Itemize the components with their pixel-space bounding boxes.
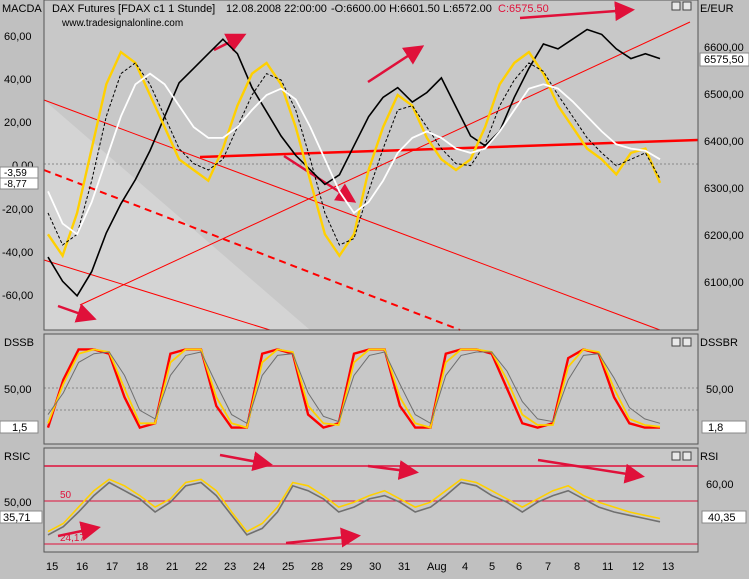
x-tick-label: 31 [398, 561, 410, 573]
trendline-down [43, 99, 661, 331]
series-line-3-0 [47, 478, 661, 533]
main-left-tick: 20,00 [4, 117, 32, 129]
arrow-annotation [213, 33, 247, 52]
x-tick-label: 28 [311, 561, 323, 573]
series-line-1-1 [47, 62, 661, 246]
x-tick-label: 4 [462, 561, 468, 573]
x-tick-label: 13 [662, 561, 674, 573]
main-left-badge: -8,77 [4, 179, 27, 190]
main-right-label: E/EUR [700, 3, 734, 15]
main-left-tick: 60,00 [4, 31, 32, 43]
x-tick-label: 21 [166, 561, 178, 573]
main-right-tick: 6400,00 [704, 136, 744, 148]
main-right-badge: 6575,50 [704, 54, 744, 66]
rsi-right-tick: 60,00 [706, 479, 734, 491]
x-tick-label: 25 [282, 561, 294, 573]
dss-frame [43, 333, 699, 445]
dss-left-tick: 50,00 [4, 384, 32, 396]
trendline-up [79, 21, 691, 306]
x-tick-label: 22 [195, 561, 207, 573]
main-right-tick: 6600,00 [704, 42, 744, 54]
main-left-tick: -60,00 [2, 290, 33, 302]
main-left-axis: 60,00 40,00 20,00 0,00 -20,00 -40,00 -60… [2, 31, 33, 302]
x-tick-label: 30 [369, 561, 381, 573]
dss-panel-buttons[interactable] [671, 337, 692, 347]
x-tick-label: 5 [489, 561, 495, 573]
rsi-panel-buttons[interactable] [671, 451, 692, 461]
series-layer [46, 28, 662, 536]
header-website: www.tradesignalonline.com [61, 18, 183, 29]
main-left-tick: -20,00 [2, 204, 33, 216]
x-tick-label: 6 [516, 561, 522, 573]
main-left-label: MACDA [2, 3, 42, 15]
series-line-2-2 [47, 351, 661, 425]
main-panel-buttons[interactable] [671, 1, 692, 11]
arrow-annotation [519, 1, 635, 22]
dss-left-label: DSSB [4, 337, 34, 349]
main-left-tick: -40,00 [2, 247, 33, 259]
header-instrument: DAX Futures [FDAX c1 1 Stunde] [52, 3, 215, 15]
series-line-0-0 [47, 28, 661, 298]
header-close: C:6575.50 [498, 3, 549, 15]
arrow-annotation [57, 521, 101, 541]
x-axis: 15 16 17 18 21 22 23 24 25 28 29 30 31 A… [46, 561, 674, 573]
main-right-tick: 6200,00 [704, 230, 744, 242]
main-left-badge: -3,59 [4, 168, 27, 179]
arrow-annotation [367, 460, 419, 480]
main-right-tick: 6500,00 [704, 89, 744, 101]
dss-left-badge: 1,5 [12, 422, 27, 434]
x-tick-label: 18 [136, 561, 148, 573]
main-right-tick: 6300,00 [704, 183, 744, 195]
series-line-3-1 [47, 481, 661, 536]
arrow-annotation [537, 458, 645, 484]
dss-right-badge: 1,8 [708, 422, 723, 434]
x-tick-label: 29 [340, 561, 352, 573]
main-left-badges: -3,59 -8,77 [0, 166, 39, 190]
rsi-frame [43, 447, 699, 553]
arrow-annotation [367, 45, 425, 84]
rsi-left-tick: 50,00 [4, 497, 32, 509]
series-line-2-0 [46, 348, 660, 430]
main-right-axis: 6600,00 6500,00 6400,00 6300,00 6200,00 … [699, 42, 749, 289]
x-tick-label: 11 [602, 561, 613, 573]
channel-fill [44, 100, 310, 330]
header-timestamp: 12.08.2008 22:00:00 [226, 3, 327, 15]
x-tick-label: 23 [224, 561, 236, 573]
dss-right-label: DSSBR [700, 337, 738, 349]
x-tick-label: 7 [545, 561, 551, 573]
rsi-right-badge: 40,35 [708, 512, 736, 524]
x-tick-label: 16 [76, 561, 88, 573]
rsi-left-label: RSIC [4, 451, 30, 463]
rsi-annotation-50: 50 [60, 490, 72, 501]
header-ohlc: -O:6600.00 H:6601.50 L:6572.00 [331, 3, 492, 15]
x-tick-label: 24 [253, 561, 265, 573]
x-tick-label: 17 [106, 561, 118, 573]
dss-right-tick: 50,00 [706, 384, 734, 396]
arrow-annotation [219, 451, 273, 472]
rsi-annotation-low: 24,17 [60, 533, 85, 544]
x-tick-label: 8 [574, 561, 580, 573]
rsi-left-badge: 35,71 [3, 512, 31, 524]
x-tick-label: 15 [46, 561, 58, 573]
series-line-2-1 [47, 348, 661, 429]
dss-panel[interactable] [44, 334, 698, 444]
main-left-tick: 40,00 [4, 74, 32, 86]
series-line-1-2 [47, 72, 661, 236]
trendline-dashed [43, 169, 461, 331]
x-tick-label: 12 [632, 561, 644, 573]
rsi-right-label: RSI [700, 451, 718, 463]
arrow-annotation [285, 527, 361, 548]
series-line-1-0 [47, 50, 662, 259]
trendline-lower [43, 259, 271, 331]
main-frame [43, 0, 699, 331]
main-right-tick: 6100,00 [704, 277, 744, 289]
x-tick-label: Aug [427, 561, 447, 573]
arrow-annotation [57, 303, 97, 323]
